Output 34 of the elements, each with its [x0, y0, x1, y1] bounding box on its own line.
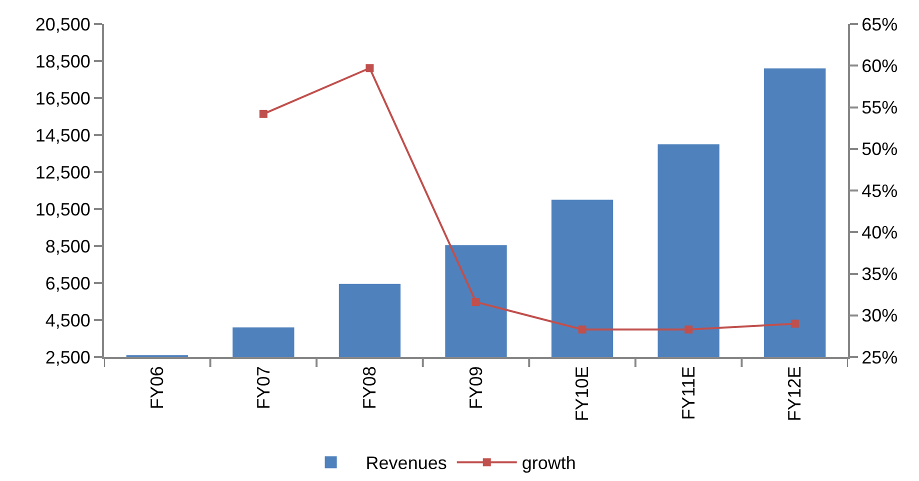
- y-tick-label: 12,500: [35, 162, 90, 182]
- y-tick-label: 10,500: [35, 199, 90, 220]
- point: [790, 320, 799, 328]
- x-tick-label: FY12E: [784, 366, 805, 422]
- legend-label: growth: [522, 453, 576, 474]
- y-tick-label: 18,500: [35, 51, 90, 72]
- x-tick-label: FY07: [253, 366, 274, 410]
- point: [366, 64, 374, 72]
- y2-tick-label: 40%: [862, 222, 898, 242]
- x-tick-label: FY08: [360, 366, 380, 410]
- y2-tick-label: 50%: [862, 139, 898, 160]
- point: [259, 110, 268, 118]
- y2-tick-label: 65%: [862, 14, 898, 34]
- y2-tick-label: 55%: [862, 98, 898, 118]
- point: [472, 298, 480, 306]
- y2-tick-label: 30%: [862, 306, 898, 326]
- y-tick-label: 8,500: [45, 236, 90, 256]
- y-tick-label: 4,500: [45, 310, 90, 330]
- y-tick-label: 16,500: [35, 88, 90, 108]
- y2-tick-label: 60%: [862, 56, 898, 76]
- x-tick-label: FY11E: [678, 366, 698, 420]
- y-tick-label: 6,500: [45, 273, 90, 294]
- point: [578, 326, 586, 334]
- y-tick-label: 14,500: [35, 125, 90, 146]
- y2-tick-label: 35%: [862, 264, 898, 284]
- x-tick-label: FY09: [466, 366, 486, 410]
- point: [684, 326, 693, 334]
- y2-tick-label: 45%: [862, 180, 898, 201]
- y-tick-label: 2,500: [45, 347, 90, 368]
- x-tick-label: FY06: [146, 366, 167, 410]
- y2-tick-label: 25%: [862, 347, 898, 368]
- y-tick-label: 20,500: [35, 14, 90, 34]
- legend-label: Revenues: [366, 453, 447, 474]
- x-tick-label: FY10E: [572, 366, 592, 422]
